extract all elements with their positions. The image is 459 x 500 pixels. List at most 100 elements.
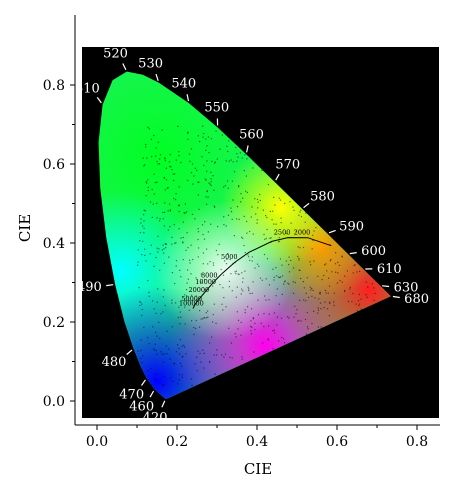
noise-dot xyxy=(145,195,147,197)
noise-dot xyxy=(156,160,158,163)
noise-dot xyxy=(329,302,331,304)
noise-dot xyxy=(254,322,256,324)
noise-dot xyxy=(175,265,177,267)
noise-dot xyxy=(246,220,248,223)
noise-dot xyxy=(324,264,326,266)
noise-dot xyxy=(305,292,307,294)
wavelength-label: 420 xyxy=(143,410,168,425)
noise-dot xyxy=(241,288,243,290)
noise-dot xyxy=(327,308,329,310)
noise-dot xyxy=(143,227,145,229)
noise-dot xyxy=(229,356,231,358)
noise-dot xyxy=(333,301,335,303)
y-tick-label: 0.6 xyxy=(43,157,65,173)
noise-dot xyxy=(141,362,143,364)
noise-dot xyxy=(275,267,277,269)
noise-dot xyxy=(138,287,140,289)
noise-dot xyxy=(360,308,362,310)
noise-dot xyxy=(140,349,142,351)
noise-dot xyxy=(140,218,142,220)
wavelength-label: 590 xyxy=(339,220,364,235)
noise-dot xyxy=(225,263,228,265)
noise-dot xyxy=(257,299,259,301)
cct-label: 2500 xyxy=(274,229,291,237)
noise-dot xyxy=(162,211,164,214)
noise-dot xyxy=(187,131,189,133)
noise-dot xyxy=(323,274,325,277)
noise-dot xyxy=(152,326,154,328)
noise-dot xyxy=(240,334,242,336)
noise-dot xyxy=(251,292,253,294)
noise-dot xyxy=(147,280,149,282)
noise-dot xyxy=(221,354,223,356)
noise-dot xyxy=(237,273,239,275)
noise-dot xyxy=(171,299,173,301)
noise-dot xyxy=(234,333,236,335)
noise-dot xyxy=(252,318,254,320)
noise-dot xyxy=(184,203,186,205)
noise-dot xyxy=(333,304,335,307)
noise-dot xyxy=(214,373,216,375)
noise-dot xyxy=(328,315,330,317)
wavelength-tick xyxy=(155,73,159,81)
noise-dot xyxy=(178,228,180,230)
noise-dot xyxy=(298,269,300,271)
noise-dot xyxy=(151,216,153,218)
noise-dot xyxy=(288,317,290,319)
noise-dot xyxy=(335,271,337,273)
noise-dot xyxy=(236,218,238,220)
noise-dot xyxy=(241,358,243,360)
noise-dot xyxy=(250,216,252,218)
noise-dot xyxy=(252,317,254,319)
noise-dot xyxy=(315,227,317,229)
wavelength-label: 570 xyxy=(275,158,300,173)
noise-dot xyxy=(222,309,224,311)
noise-dot xyxy=(190,378,192,380)
noise-dot xyxy=(235,273,237,275)
noise-dot xyxy=(270,237,272,239)
noise-dot xyxy=(344,275,346,277)
noise-dot xyxy=(182,259,184,261)
noise-dot xyxy=(157,288,159,290)
noise-dot xyxy=(201,224,204,226)
noise-dot xyxy=(200,281,202,283)
noise-dot xyxy=(243,170,245,172)
noise-dot xyxy=(329,260,331,262)
noise-dot xyxy=(305,300,307,302)
noise-dot xyxy=(300,209,302,211)
noise-dot xyxy=(152,300,154,302)
noise-dot xyxy=(153,349,156,351)
noise-dot xyxy=(226,258,228,260)
noise-dot xyxy=(170,377,172,379)
noise-dot xyxy=(273,329,275,331)
noise-dot xyxy=(311,248,313,250)
noise-dot xyxy=(243,215,245,217)
noise-dot xyxy=(371,283,373,285)
noise-dot xyxy=(230,207,232,209)
wavelength-tick xyxy=(122,63,127,71)
noise-dot xyxy=(359,270,361,272)
noise-dot xyxy=(252,233,254,235)
wavelength-tick xyxy=(106,284,114,287)
noise-dot xyxy=(295,230,297,232)
noise-dot xyxy=(178,205,180,207)
noise-dot xyxy=(164,243,166,245)
x-tick-label: 0.0 xyxy=(86,434,108,450)
noise-dot xyxy=(244,312,246,314)
noise-dot xyxy=(299,299,301,302)
noise-dot xyxy=(317,309,320,311)
noise-dot xyxy=(285,260,287,262)
noise-dot xyxy=(227,253,229,255)
noise-dot xyxy=(203,317,205,319)
noise-dot xyxy=(223,186,225,188)
noise-dot xyxy=(327,292,329,294)
noise-dot xyxy=(156,202,158,204)
noise-dot xyxy=(195,298,198,300)
noise-dot xyxy=(203,164,205,167)
noise-dot xyxy=(206,170,208,172)
noise-dot xyxy=(353,264,355,267)
wavelength-label: 600 xyxy=(361,244,386,259)
noise-dot xyxy=(141,308,143,311)
wavelength-label: 520 xyxy=(103,47,128,62)
noise-dot xyxy=(245,190,247,192)
